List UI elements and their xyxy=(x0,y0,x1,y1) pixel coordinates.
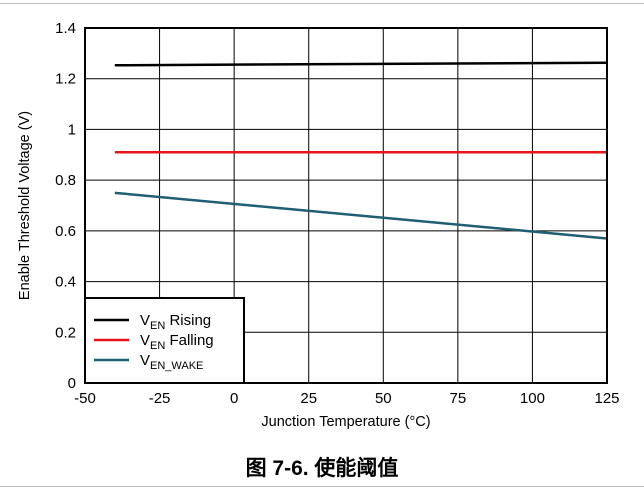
y-tick-label: 1 xyxy=(68,121,76,138)
x-tick-label: 0 xyxy=(230,390,238,407)
y-tick-label: 0.8 xyxy=(55,172,76,189)
x-tick-label: 75 xyxy=(450,390,467,407)
chart: -50 -25 0 25 50 75 100 125 0 0.2 0.4 0.6 0.8 1 1.2 1.4… xyxy=(17,20,620,430)
x-tick-label: 50 xyxy=(375,390,392,407)
y-tick-label: 1.4 xyxy=(55,20,76,37)
y-tick-labels: 0 0.2 0.4 0.6 0.8 1 1.2 1.4 xyxy=(55,20,76,392)
x-axis-label: Junction Temperature (°C) xyxy=(261,414,430,430)
series-line-3 xyxy=(114,191,608,240)
figure-caption: 图 7-6. 使能阈值 xyxy=(245,457,399,480)
y-tick-label: 1.2 xyxy=(55,71,76,88)
x-tick-label: 125 xyxy=(594,390,619,407)
series-lines xyxy=(114,61,608,240)
x-tick-labels: -50 -25 0 25 50 75 100 125 xyxy=(74,390,619,407)
top-rule xyxy=(0,3,644,4)
legend-label: VEN_WAKE xyxy=(140,352,203,372)
y-axis-label: Enable Threshold Voltage (V) xyxy=(17,111,33,300)
x-tick-label: 100 xyxy=(520,390,545,407)
y-tick-label: 0 xyxy=(68,375,76,392)
x-tick-label: -50 xyxy=(74,390,96,407)
legend-label: VEN Rising xyxy=(140,312,211,332)
y-tick-label: 0.4 xyxy=(55,274,76,291)
legend-label: VEN Falling xyxy=(140,332,214,352)
x-tick-label: 25 xyxy=(300,390,317,407)
y-tick-label: 0.6 xyxy=(55,223,76,240)
y-tick-label: 0.2 xyxy=(55,324,76,341)
plot-border xyxy=(84,27,608,384)
x-tick-label: -25 xyxy=(149,390,171,407)
series-line-1 xyxy=(114,61,608,67)
